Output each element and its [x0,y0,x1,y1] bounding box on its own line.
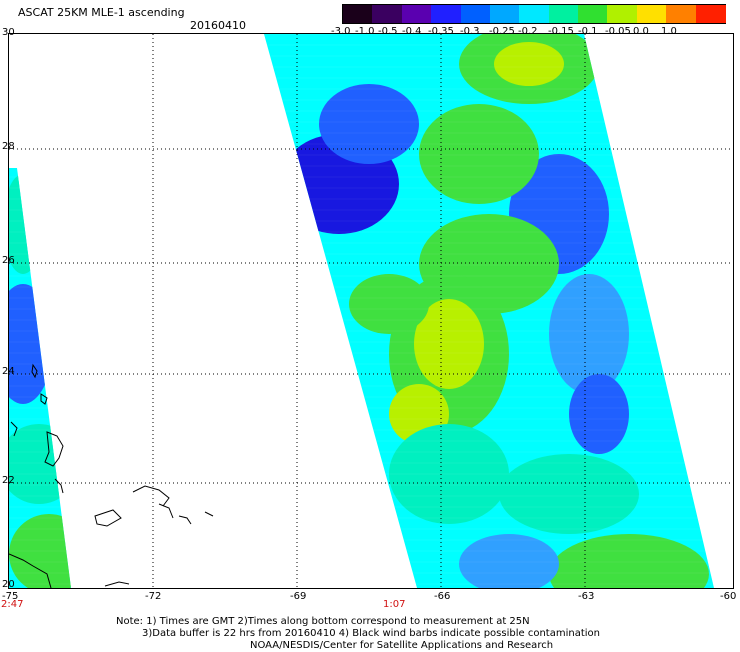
grid-lines [9,34,733,588]
colorbar-label: -0.1 [578,26,598,37]
colorbar-label: -0.4 [402,26,422,37]
time-label-mid: 1:07 [383,599,406,610]
colorbar-label: -0.15 [548,26,574,37]
lat-label: 20 [2,579,15,590]
colorbar-segment [548,5,580,23]
colorbar-segment [343,5,374,23]
time-label-left: 2:47 [1,599,24,610]
colorbar-label: -3.0 [331,26,351,37]
wind-field-cell [459,534,559,588]
lat-label: 28 [2,141,15,152]
wind-field-cell [494,42,564,86]
colorbar-segment [519,5,550,23]
colorbar-segment [460,5,491,23]
wind-field-cell [9,424,71,504]
colorbar-segment [489,5,521,23]
wind-field-cell [349,274,429,334]
lon-label: -60 [720,591,737,602]
colorbar-label: -1.0 [355,26,375,37]
lat-label: 26 [2,255,15,266]
right-swath-field [264,34,714,588]
lat-label: 22 [2,475,15,486]
lon-label: -66 [434,591,451,602]
chart-date: 20160410 [190,19,246,32]
colorbar-segment [401,5,433,23]
colorbar-segment [578,5,609,23]
lon-label: -63 [578,591,595,602]
colorbar-segment [666,5,697,23]
coastlines [9,363,214,588]
wind-field-cell [499,454,639,534]
note-line-3: NOAA/NESDIS/Center for Satellite Applica… [250,640,554,651]
wind-field-cell [549,274,629,394]
footer-note: Note: 1) Times are GMT 2)Times along bot… [116,616,736,652]
note-line-1: Note: 1) Times are GMT 2)Times along bot… [116,616,530,627]
wind-field-cell [419,104,539,204]
map-svg [9,34,733,588]
wind-field-cell [569,374,629,454]
colorbar-segment [607,5,638,23]
lon-label: -72 [145,591,162,602]
lon-label: -75 [2,591,19,602]
colorbar [342,4,726,24]
colorbar-segment [636,5,668,23]
colorbar-label: 1.0 [661,26,677,37]
lon-label: -69 [290,591,307,602]
colorbar-label: -0.5 [378,26,398,37]
colorbar-label: -0.3 [460,26,480,37]
colorbar-segment [431,5,462,23]
colorbar-label: -0.05 [605,26,631,37]
map-panel [8,33,734,589]
chart-title: ASCAT 25KM MLE-1 ascending [18,6,185,19]
wind-field-cell [319,84,419,164]
wind-field-cell [414,299,484,389]
colorbar-segment [695,5,726,23]
colorbar-segment [372,5,403,23]
colorbar-label: 0.0 [633,26,649,37]
colorbar-label: -0.35 [428,26,454,37]
note-line-2: 3)Data buffer is 22 hrs from 20160410 4)… [142,628,600,639]
wind-field-cell [389,424,509,524]
lat-label: 24 [2,366,15,377]
wind-field-cell [549,534,709,588]
colorbar-label: -0.2 [518,26,538,37]
lat-label: 30 [2,27,15,38]
colorbar-label: -0.25 [489,26,515,37]
